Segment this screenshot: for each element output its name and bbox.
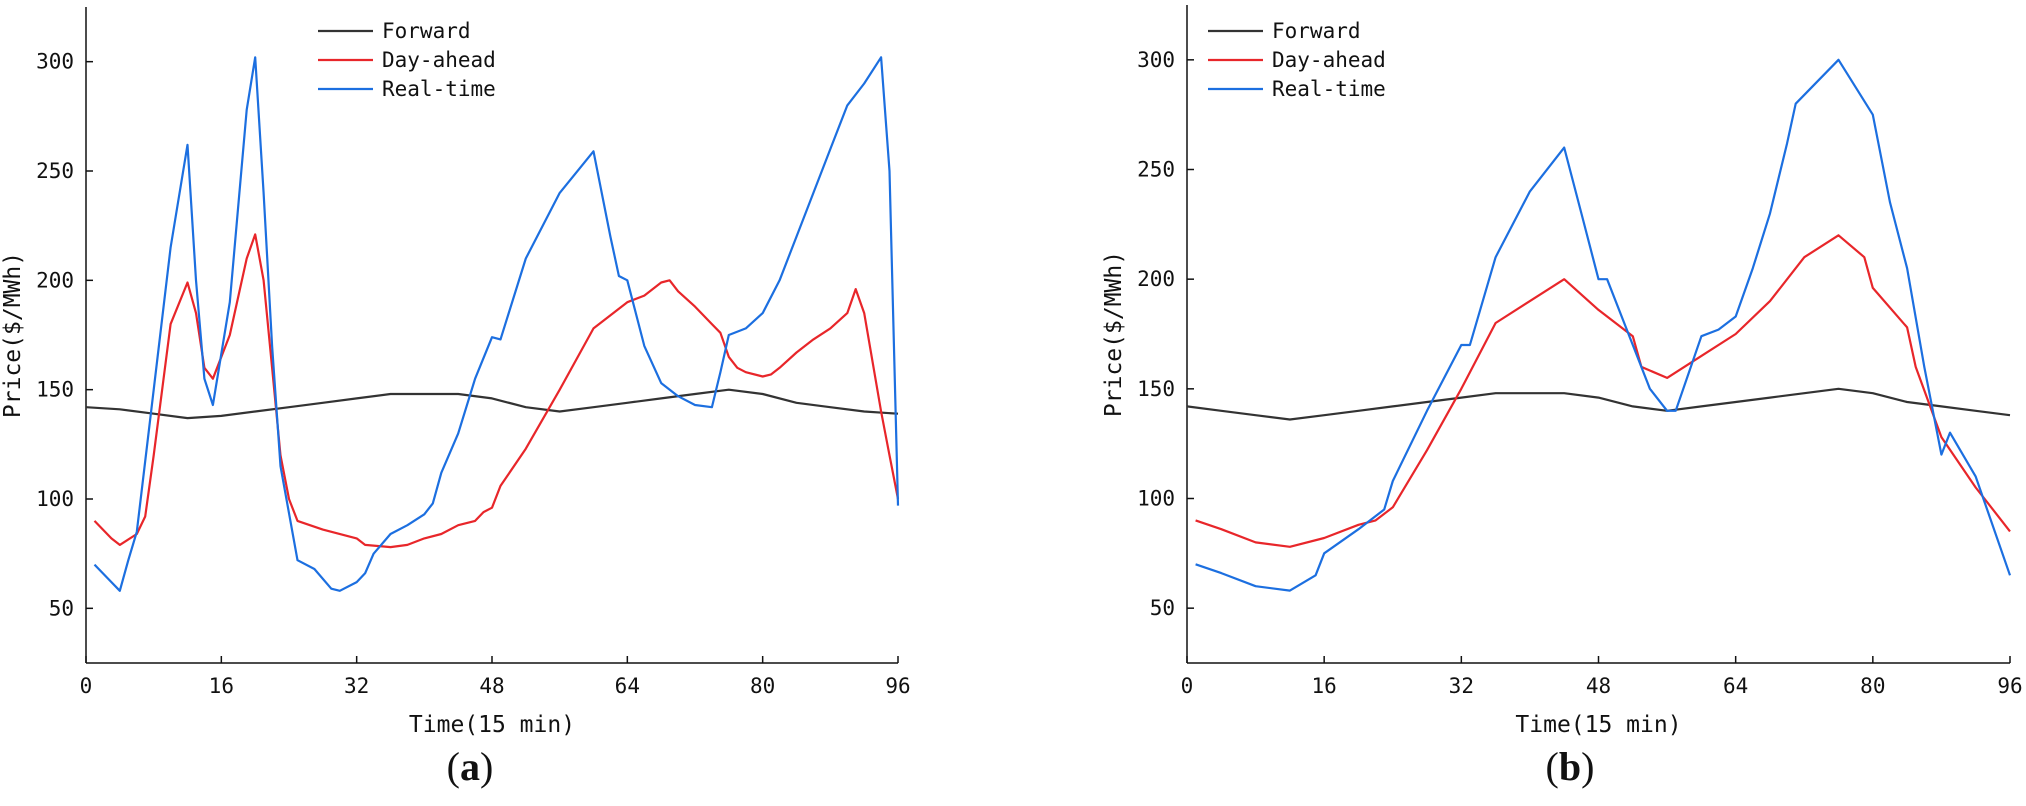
y-tick-label: 100: [36, 487, 74, 511]
legend-label-forward: Forward: [1272, 19, 1361, 43]
series-line-real-time: [1195, 58, 2012, 592]
y-tick-label: 250: [1137, 158, 1175, 182]
y-axis-title: Price($/MWh): [1101, 251, 1127, 417]
y-axis-title: Price($/MWh): [0, 252, 26, 418]
legend-label-day-ahead: Day-ahead: [382, 48, 496, 72]
y-tick-label: 200: [36, 268, 74, 292]
x-tick-label: 32: [344, 674, 369, 698]
y-tick-label: 100: [1137, 487, 1175, 511]
legend-label-day-ahead: Day-ahead: [1272, 48, 1386, 72]
y-tick-label: 300: [1137, 48, 1175, 72]
panel-label: (a): [447, 744, 494, 789]
chart-panel-a: 0 16 32 48 64 80 96 50 100 150 200 250 300 Time(15 mi…: [0, 7, 911, 789]
x-tick-label: 80: [750, 674, 775, 698]
x-tick-label: 96: [885, 674, 910, 698]
legend: Forward Day-ahead Real-time: [318, 19, 496, 101]
y-tick-label: 250: [36, 159, 74, 183]
panel-label-open: (: [447, 744, 460, 789]
legend-label-forward: Forward: [382, 19, 471, 43]
x-axis-title: Time(15 min): [409, 712, 575, 738]
x-tick-label: 0: [80, 674, 93, 698]
x-tick-label: 80: [1860, 674, 1885, 698]
x-axis-title: Time(15 min): [1515, 712, 1681, 738]
y-tick-label: 300: [36, 50, 74, 74]
x-tick-label: 0: [1181, 674, 1194, 698]
series-line-day-ahead: [93, 233, 900, 549]
chart-panel-b: 0 16 32 48 64 80 96 50 100 150 200 250 300 Time(15 mi…: [1101, 5, 2023, 789]
panel-label-letter: b: [1559, 744, 1581, 789]
panel-label-close: ): [1581, 744, 1594, 789]
series-line-forward: [1186, 387, 2011, 421]
x-tick-label: 48: [479, 674, 504, 698]
panel-label-open: (: [1546, 744, 1559, 789]
x-tick-label: 48: [1586, 674, 1611, 698]
x-tick-label: 32: [1449, 674, 1474, 698]
y-tick-label: 200: [1137, 267, 1175, 291]
series-line-forward: [85, 388, 899, 420]
panel-label-close: ): [480, 744, 493, 789]
series-line-real-time: [93, 56, 900, 592]
y-tick-label: 150: [1137, 377, 1175, 401]
legend-label-real-time: Real-time: [1272, 77, 1386, 101]
legend: Forward Day-ahead Real-time: [1208, 19, 1386, 101]
panel-label-letter: a: [460, 744, 480, 789]
series-line-day-ahead: [1195, 234, 2011, 548]
x-tick-label: 16: [1312, 674, 1337, 698]
x-tick-label: 96: [1997, 674, 2022, 698]
y-tick-label: 50: [49, 596, 74, 620]
y-tick-label: 50: [1150, 596, 1175, 620]
panel-label: (b): [1546, 744, 1595, 789]
x-tick-label: 64: [1723, 674, 1748, 698]
legend-label-real-time: Real-time: [382, 77, 496, 101]
y-tick-label: 150: [36, 378, 74, 402]
x-tick-label: 16: [209, 674, 234, 698]
x-tick-label: 64: [615, 674, 640, 698]
